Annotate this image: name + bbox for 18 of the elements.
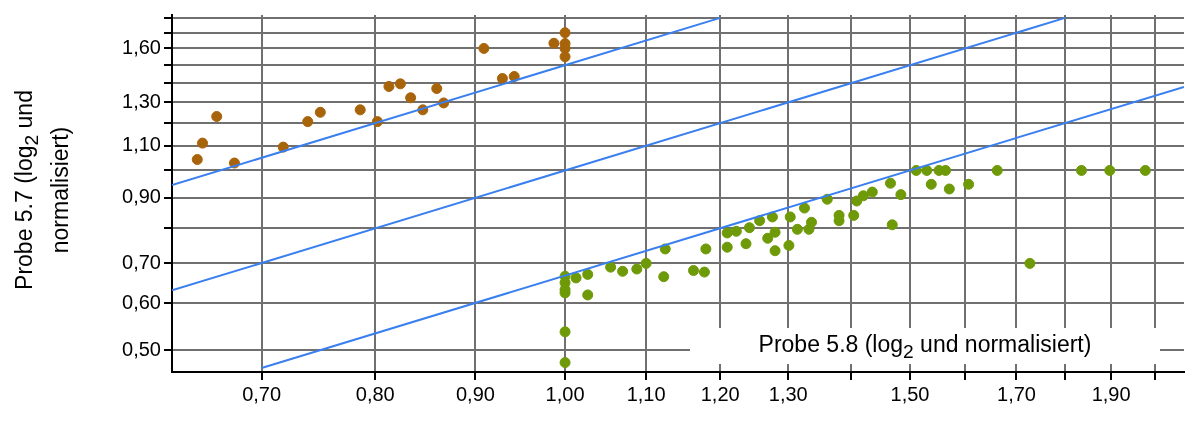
- x-tick-label: 1,00: [545, 382, 585, 405]
- x-tick-label: 0,80: [355, 382, 395, 405]
- y-tick-label: 0,70: [122, 250, 161, 273]
- x-tick-label: 0,70: [242, 382, 282, 405]
- x-tick-label: 1,50: [890, 382, 930, 405]
- y-tick-label: 0,50: [122, 337, 161, 360]
- x-tick-label: 1,30: [768, 382, 808, 405]
- x-tick-label: 1,90: [1091, 382, 1131, 405]
- x-axis-title: Probe 5.8 (log$_{2}$ und normalisiert): [757, 330, 1093, 364]
- x-tick-label: 1,20: [700, 382, 740, 405]
- x-tick-label: 1,10: [626, 382, 666, 405]
- y-tick-label: 1,10: [122, 133, 161, 156]
- x-tick-label: 0,90: [455, 382, 495, 405]
- y-tick-label: 1,60: [122, 35, 161, 58]
- y-tick-label: 0,60: [122, 290, 161, 313]
- y-tick-label: 0,90: [122, 185, 161, 208]
- x-tick-label: 1,70: [997, 382, 1036, 405]
- y-tick-label: 1,30: [122, 89, 161, 112]
